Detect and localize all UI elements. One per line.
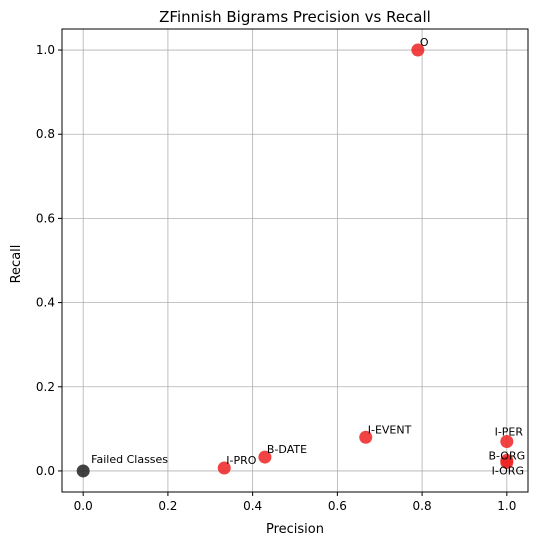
x-tick-label: 0.8 xyxy=(413,499,432,513)
x-tick-label: 0.2 xyxy=(158,499,177,513)
point-label: I-PRO xyxy=(226,454,256,467)
data-point xyxy=(411,43,425,57)
y-tick-label: 0.4 xyxy=(36,296,55,310)
grid xyxy=(62,29,528,492)
plot-frame xyxy=(61,28,529,493)
point-label: B-ORG xyxy=(488,449,525,462)
y-tick-label: 0.0 xyxy=(36,464,55,478)
axis-ticks: 0.0 0.2 0.4 0.6 0.8 1.0 0.0 0.2 0.4 0.6 0.8 1.0 xyxy=(36,43,516,513)
x-tick-label: 0.0 xyxy=(74,499,93,513)
point-label: I-PER xyxy=(495,425,524,438)
x-tick-label: 1.0 xyxy=(497,499,516,513)
x-tick-label: 0.4 xyxy=(243,499,262,513)
point-label: O xyxy=(420,36,429,49)
point-label: B-DATE xyxy=(267,443,307,456)
y-tick-label: 1.0 xyxy=(36,43,55,57)
y-tick-label: 0.6 xyxy=(36,211,55,225)
y-tick-label: 0.8 xyxy=(36,127,55,141)
chart-title: ZFinnish Bigrams Precision vs Recall xyxy=(159,8,431,26)
point-label: I-EVENT xyxy=(368,423,412,436)
data-point xyxy=(500,456,514,470)
y-tick-label: 0.2 xyxy=(36,380,55,394)
point-label: I-ORG xyxy=(492,465,524,478)
data-point xyxy=(76,464,90,478)
x-tick-label: 0.6 xyxy=(328,499,347,513)
data-point xyxy=(217,461,231,475)
point-label: Failed Classes xyxy=(91,453,168,466)
data-points: O I-EVENT B-DATE I-PRO I-PER B-ORG I-ORG Failed… xyxy=(76,36,525,478)
x-axis-label: Precision xyxy=(266,522,324,537)
data-point xyxy=(258,450,272,464)
data-point xyxy=(500,434,514,448)
data-point xyxy=(359,430,373,444)
y-axis-label: Recall xyxy=(9,245,24,284)
